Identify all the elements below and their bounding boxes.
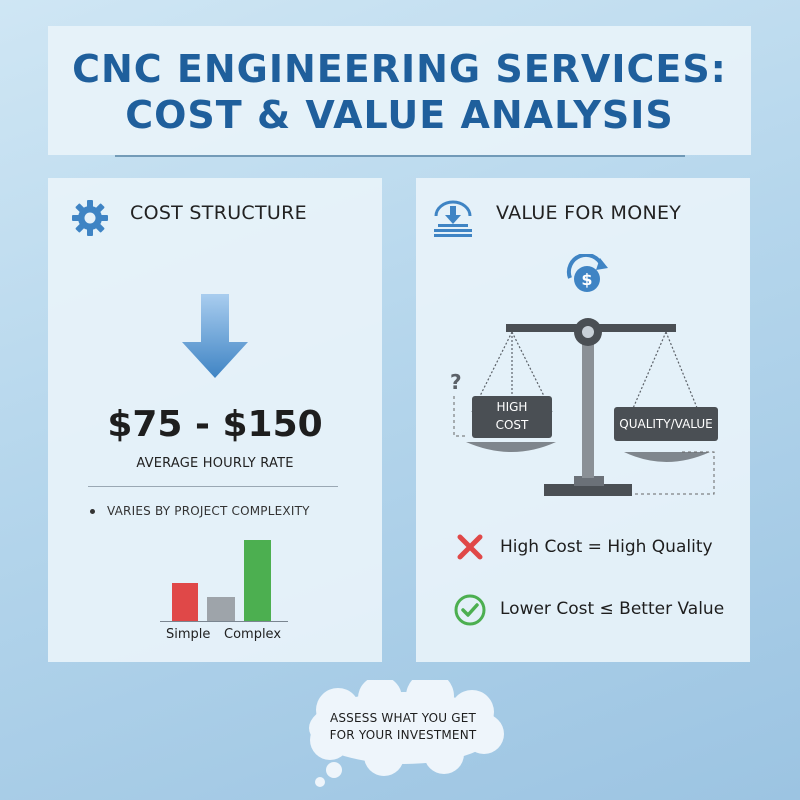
- page-title: CNC ENGINEERING SERVICES: COST & VALUE A…: [48, 46, 751, 138]
- value-for-money-title: VALUE FOR MONEY: [496, 202, 682, 224]
- claim-high-cost: High Cost = High Quality: [500, 537, 713, 557]
- cloud-caption: ASSESS WHAT YOU GET FOR YOUR INVESTMENT: [318, 710, 488, 744]
- high-cost-line-2: COST: [495, 418, 529, 432]
- price-caption: AVERAGE HOURLY RATE: [136, 456, 294, 471]
- bar-medium: [207, 597, 235, 621]
- title-line-2: COST & VALUE ANALYSIS: [125, 93, 674, 137]
- bar-label-complex: Complex: [224, 627, 282, 642]
- cloud-line-1: ASSESS WHAT YOU GET: [329, 711, 477, 725]
- down-arrow-icon: [182, 294, 248, 378]
- quality-value-label: QUALITY/VALUE: [614, 407, 718, 441]
- cost-structure-panel: COST STRUCTURE $75 - $150 AVERAGE HOURLY…: [48, 178, 382, 662]
- bar-label-simple: Simple: [166, 627, 211, 642]
- svg-text:$: $: [581, 270, 592, 289]
- red-x-icon: [457, 534, 483, 560]
- cost-divider: [88, 486, 338, 487]
- high-cost-label: HIGH COST: [472, 396, 552, 438]
- complexity-bullet: VARIES BY PROJECT COMPLEXITY: [90, 504, 310, 518]
- bar-simple: [172, 583, 198, 621]
- bar-complex: [244, 540, 271, 621]
- download-tray-icon: [434, 200, 472, 237]
- price-range: $75 - $150: [107, 404, 323, 445]
- chart-baseline: [160, 621, 288, 622]
- thought-cloud: [309, 680, 504, 787]
- dollar-cycle-icon: $: [566, 254, 608, 292]
- green-check-icon: [454, 594, 486, 626]
- title-banner: CNC ENGINEERING SERVICES: COST & VALUE A…: [48, 26, 751, 155]
- complexity-text: VARIES BY PROJECT COMPLEXITY: [107, 504, 310, 518]
- cost-structure-title: COST STRUCTURE: [130, 202, 307, 224]
- gear-icon: [72, 200, 108, 236]
- bullet-dot: [90, 509, 95, 514]
- title-line-1: CNC ENGINEERING SERVICES:: [72, 47, 727, 91]
- value-for-money-panel: VALUE FOR MONEY $ ? HIGH COS: [416, 178, 750, 662]
- high-cost-line-1: HIGH: [496, 400, 528, 414]
- claim-lower-cost: Lower Cost ≤ Better Value: [500, 599, 725, 619]
- cloud-line-2: FOR YOUR INVESTMENT: [329, 728, 477, 742]
- title-divider: [115, 155, 685, 157]
- question-mark: ?: [450, 370, 462, 394]
